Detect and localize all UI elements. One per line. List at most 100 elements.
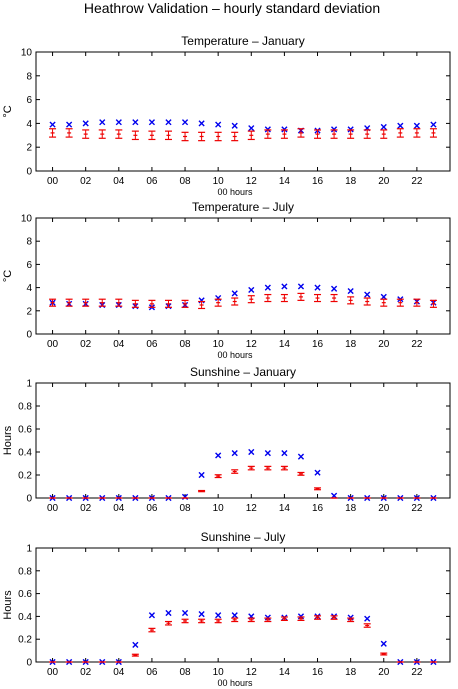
y-tick-label: 0.4 [18, 612, 32, 623]
series-2 [49, 292, 437, 310]
x-tick-label: 06 [146, 667, 158, 678]
error-bar [214, 131, 222, 142]
y-tick-label: 0 [26, 494, 32, 505]
data-point [413, 122, 420, 129]
error-bar [214, 298, 222, 307]
y-tick-label: 2 [26, 143, 32, 154]
y-axis-label: Hours [2, 425, 14, 455]
x-tick-label: 10 [213, 503, 225, 514]
data-point [380, 640, 387, 647]
data-point [165, 119, 172, 126]
x-tick-label: 14 [279, 503, 291, 514]
error-bar [363, 297, 371, 306]
x-tick-label: 06 [146, 176, 158, 187]
x-tick-label: 02 [80, 176, 92, 187]
error-bar [413, 298, 421, 307]
x-tick-label: 22 [411, 667, 423, 678]
data-point [198, 471, 205, 479]
error-bar [198, 131, 206, 142]
data-point [198, 120, 205, 127]
x-tick-label: 16 [312, 667, 324, 678]
error-bar [181, 299, 189, 308]
y-tick-label: 0.6 [18, 425, 32, 436]
error-bar [297, 471, 305, 476]
data-point [115, 119, 122, 126]
x-tick-label: 16 [312, 503, 324, 514]
error-bar [148, 130, 156, 141]
chart-panel-3: Sunshine – January 0 0.2 0.4 0.6 0.8 1 00 02 04 06… [2, 365, 451, 514]
error-bar [330, 615, 338, 620]
error-bar [98, 298, 106, 307]
data-point [231, 122, 238, 129]
x-tick-label: 16 [312, 339, 324, 350]
data-point [181, 609, 189, 617]
error-bar [115, 129, 123, 139]
series-2 [49, 615, 437, 663]
data-point [380, 123, 387, 131]
y-tick-label: 4 [26, 119, 32, 130]
data-point [264, 450, 271, 457]
error-bar [363, 129, 371, 139]
error-bar [198, 489, 206, 493]
x-tick-label: 12 [246, 667, 258, 678]
x-tick-label: 22 [411, 339, 423, 350]
x-tick-label: 00 [47, 503, 59, 514]
x-tick-label: 16 [312, 176, 324, 187]
error-bar [380, 129, 388, 139]
error-bar [396, 298, 404, 307]
data-point [215, 612, 222, 619]
x-tick-label: 20 [378, 667, 390, 678]
data-point [231, 450, 238, 457]
data-point [364, 615, 371, 622]
x-tick-label: 00 [47, 176, 59, 187]
x-tick-label: 08 [179, 176, 191, 187]
error-bar [330, 129, 338, 139]
data-point [248, 125, 255, 132]
chart-title: Sunshine – July [201, 530, 286, 544]
chart-panel-4: Sunshine – July 0 0.2 0.4 0.6 0.8 1 00 02 04 06 08 1… [2, 530, 451, 688]
y-tick-label: 0 [26, 330, 32, 341]
error-bar [198, 618, 206, 624]
error-bar [297, 616, 305, 621]
error-bar [396, 128, 404, 138]
y-tick-label: 0.6 [18, 589, 32, 600]
error-bar [131, 130, 139, 141]
y-tick-label: 0.8 [18, 402, 32, 413]
error-bar [280, 465, 288, 471]
x-tick-label: 12 [246, 176, 258, 187]
x-axis-label: 00 hours [217, 350, 253, 360]
error-bar [148, 299, 156, 308]
error-bar [98, 129, 106, 139]
error-bar [65, 128, 73, 138]
data-point [281, 450, 288, 457]
data-point [148, 119, 156, 126]
error-bar [214, 474, 222, 479]
error-bar [347, 296, 355, 305]
x-tick-label: 20 [378, 503, 390, 514]
x-tick-label: 14 [279, 339, 291, 350]
chart-title: Temperature – January [181, 34, 304, 48]
y-tick-label: 10 [21, 48, 33, 59]
series-2 [49, 465, 437, 499]
error-bar [82, 129, 90, 139]
error-bar [330, 293, 338, 303]
error-bar [264, 129, 272, 139]
data-point [99, 119, 106, 126]
error-bar [280, 129, 288, 139]
error-bar [314, 615, 322, 620]
error-bar [231, 131, 239, 142]
error-bar [231, 617, 239, 623]
error-bar [380, 652, 388, 656]
data-point [66, 121, 73, 128]
error-bar [347, 617, 355, 623]
data-point [314, 284, 321, 291]
data-point [264, 284, 271, 291]
data-point [330, 285, 338, 292]
error-bar [280, 616, 288, 621]
error-bar [314, 293, 322, 303]
error-bar [247, 465, 255, 471]
data-point [148, 612, 156, 619]
